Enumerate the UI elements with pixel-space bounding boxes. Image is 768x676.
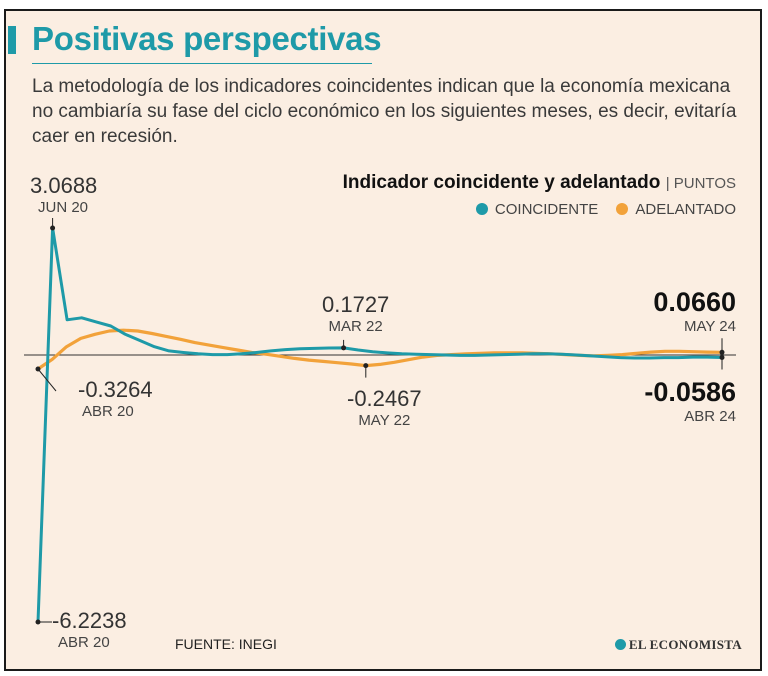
annotation-abr20-adelantado: -0.3264 ABR 20 bbox=[78, 377, 153, 420]
annotation-period: ABR 24 bbox=[684, 408, 736, 425]
annotation-value: -0.2467 bbox=[347, 386, 422, 411]
chart-title-block: Indicador coincidente y adelantado | PUN… bbox=[343, 172, 736, 194]
annotation-value: 0.1727 bbox=[322, 292, 390, 317]
legend-item-coincidente: COINCIDENTE bbox=[475, 201, 599, 218]
annotation-value: -6.2238 bbox=[52, 608, 127, 633]
annotation-value: -0.3264 bbox=[78, 377, 153, 402]
brand-logo: EL ECONOMISTA bbox=[614, 637, 742, 653]
annotation-period: MAY 22 bbox=[358, 412, 411, 429]
annotation-period: MAY 24 bbox=[684, 318, 736, 335]
chart-legend: COINCIDENTE ADELANTADO bbox=[462, 201, 736, 218]
source-note: FUENTE: INEGI bbox=[175, 636, 277, 652]
annotation-value: 3.0688 bbox=[30, 173, 98, 198]
annotation-mar22: 0.1727 MAR 22 bbox=[322, 292, 389, 335]
annotation-period: MAR 22 bbox=[328, 318, 383, 335]
annotation-abr20-coincidente: -6.2238 ABR 20 bbox=[52, 608, 127, 651]
legend-dot-icon bbox=[616, 203, 629, 215]
legend-label: COINCIDENTE bbox=[494, 201, 599, 218]
annotation-value: 0.0660 bbox=[653, 287, 736, 317]
brand-name: EL ECONOMISTA bbox=[628, 637, 742, 652]
annotation-period: JUN 20 bbox=[38, 199, 89, 216]
annotation-abr24: -0.0586 ABR 24 bbox=[644, 377, 736, 425]
legend-label: ADELANTADO bbox=[635, 201, 736, 218]
description: La metodología de los indicadores coinci… bbox=[32, 76, 737, 147]
infographic-frame bbox=[4, 9, 762, 671]
page-title: Positivas perspectivas bbox=[32, 20, 382, 57]
series-line-adelantado bbox=[36, 328, 724, 371]
brand-icon bbox=[614, 639, 626, 650]
series-line-coincidente bbox=[36, 226, 724, 624]
legend-item-adelantado: ADELANTADO bbox=[616, 201, 736, 218]
chart-title: Indicador coincidente y adelantado bbox=[342, 172, 661, 193]
legend-dot-icon bbox=[475, 203, 488, 215]
annotation-leader bbox=[37, 368, 57, 392]
title-underline bbox=[32, 63, 372, 64]
annotation-may22: -0.2467 MAY 22 bbox=[347, 386, 422, 429]
annotation-may24: 0.0660 MAY 24 bbox=[653, 287, 736, 335]
annotation-value: -0.0586 bbox=[644, 377, 736, 407]
annotation-period: ABR 20 bbox=[82, 403, 134, 420]
title-accent-bar bbox=[8, 26, 16, 54]
chart-units: | PUNTOS bbox=[665, 175, 736, 192]
annotation-period: ABR 20 bbox=[58, 634, 110, 651]
annotation-jun20: 3.0688 JUN 20 bbox=[30, 173, 97, 216]
